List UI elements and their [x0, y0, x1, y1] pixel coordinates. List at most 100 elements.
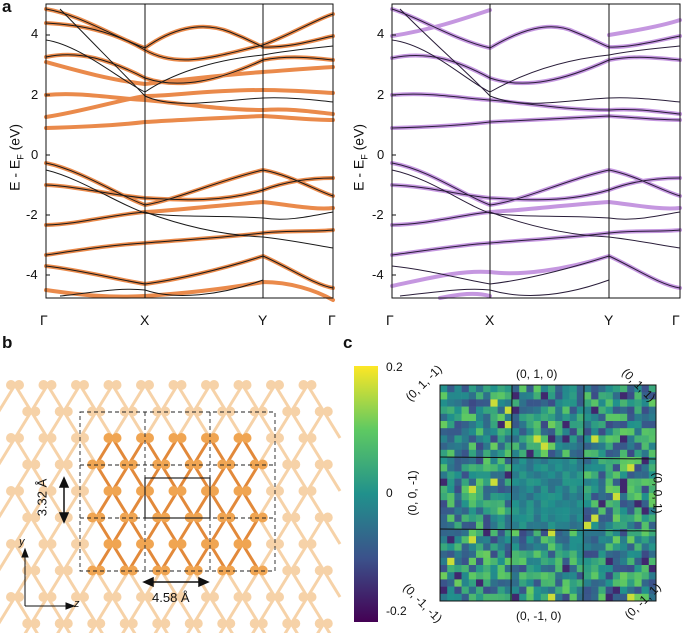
heatmap-cell: [497, 485, 506, 494]
heatmap-cell: [504, 543, 513, 551]
heatmap-cell: [627, 565, 635, 573]
heatmap-cell: [476, 529, 484, 537]
atom: [282, 406, 293, 417]
heatmap-cell: [576, 579, 585, 587]
heatmap-cell: [555, 572, 563, 580]
panel-label-a: a: [2, 0, 12, 16]
heatmap-cell: [648, 536, 657, 544]
heatmap-cell: [454, 464, 462, 472]
heatmap-cell: [519, 543, 527, 551]
heatmap-cell: [476, 493, 484, 501]
heatmap-cell: [468, 543, 477, 551]
heatmap-cell: [483, 507, 491, 515]
heatmap-cell: [540, 421, 549, 429]
heatmap-cell: [483, 543, 491, 551]
atom: [282, 618, 293, 629]
heatmap-cell: [555, 579, 563, 587]
heatmap-cell: [468, 493, 477, 501]
atom: [249, 512, 260, 523]
heatmap-cell: [648, 579, 657, 587]
heatmap-cell: [440, 413, 448, 422]
heatmap-cell: [447, 579, 455, 587]
heatmap-cell: [555, 464, 563, 472]
ytick-right: -2: [372, 207, 384, 222]
heatmap-cell: [519, 579, 527, 587]
heatmap-cell: [641, 471, 650, 479]
heatmap-cell: [440, 586, 448, 595]
matrix-label-bottom: (0, -1, 0): [516, 609, 562, 623]
heatmap-cell: [569, 442, 578, 451]
heatmap-cell: [576, 536, 585, 544]
heatmap-cell: [562, 449, 570, 458]
heatmap-cell: [576, 500, 585, 508]
heatmap-cell: [519, 514, 527, 523]
heatmap-cell: [562, 464, 570, 472]
heatmap-cell: [555, 449, 563, 458]
heatmap-cell: [476, 507, 484, 515]
atom: [249, 565, 260, 576]
heatmap-cell: [490, 464, 498, 472]
heatmap-cell: [569, 536, 578, 544]
heatmap-cell: [540, 543, 549, 551]
heatmap-cell: [555, 442, 563, 451]
heatmap-cell: [612, 500, 621, 508]
heatmap-cell: [584, 572, 592, 580]
heatmap-cell: [620, 586, 628, 595]
heatmap-cell: [627, 428, 635, 436]
heatmap-cell: [634, 478, 642, 487]
heatmap-cell: [461, 557, 470, 566]
heatmap-cells: [440, 385, 657, 602]
atom: [306, 592, 317, 602]
heatmap-cell: [562, 471, 570, 479]
heatmap-cell: [468, 586, 477, 595]
heatmap-cell: [584, 406, 592, 415]
heatmap-cell: [440, 529, 448, 537]
heatmap-cell: [605, 392, 614, 400]
heatmap-cell: [533, 471, 542, 479]
atom: [192, 618, 203, 629]
heatmap-cell: [605, 449, 614, 458]
ytick-left: 2: [31, 87, 39, 102]
atom: [176, 592, 187, 602]
atom: [103, 433, 114, 443]
atom: [217, 565, 228, 576]
heatmap-cell: [468, 413, 477, 422]
heatmap-cell: [641, 464, 650, 472]
heatmap-cell: [620, 565, 628, 573]
heatmap-cell: [519, 464, 527, 472]
heatmap-cell: [504, 536, 513, 544]
heatmap-cell: [634, 392, 642, 400]
heatmap-cell: [605, 550, 614, 559]
heatmap-cell: [591, 572, 599, 580]
heatmap-cell: [447, 406, 455, 415]
heatmap-cell: [562, 406, 570, 415]
heatmap-cell: [540, 572, 549, 580]
heatmap-cell: [533, 543, 542, 551]
heatmap-cell: [468, 392, 477, 400]
heatmap-cell: [605, 572, 614, 580]
atom: [168, 380, 179, 390]
heatmap-cell: [490, 421, 498, 429]
heatmap-cell: [476, 586, 484, 595]
atom: [241, 380, 252, 390]
axis-label-y: y: [19, 536, 25, 548]
lattice-label-vertical: 3.32 Å: [34, 478, 50, 517]
heatmap-cell: [461, 449, 470, 458]
heatmap-cell: [648, 464, 657, 472]
atom: [257, 565, 268, 576]
heatmap-cell: [497, 557, 506, 566]
heatmap-cell: [641, 543, 650, 551]
heatmap-cell: [533, 442, 542, 451]
heatmap-cell: [476, 550, 484, 559]
heatmap-cell: [591, 406, 599, 415]
atom: [87, 406, 98, 417]
heatmap-cell: [461, 529, 470, 537]
heatmap-cell: [634, 493, 642, 501]
heatmap-cell: [576, 406, 585, 415]
heatmap-cell: [591, 428, 599, 436]
heatmap-cell: [512, 442, 520, 451]
heatmap-cell: [555, 593, 563, 602]
heatmap-cell: [519, 392, 527, 400]
heatmap-cell: [483, 557, 491, 566]
atom: [314, 512, 325, 523]
